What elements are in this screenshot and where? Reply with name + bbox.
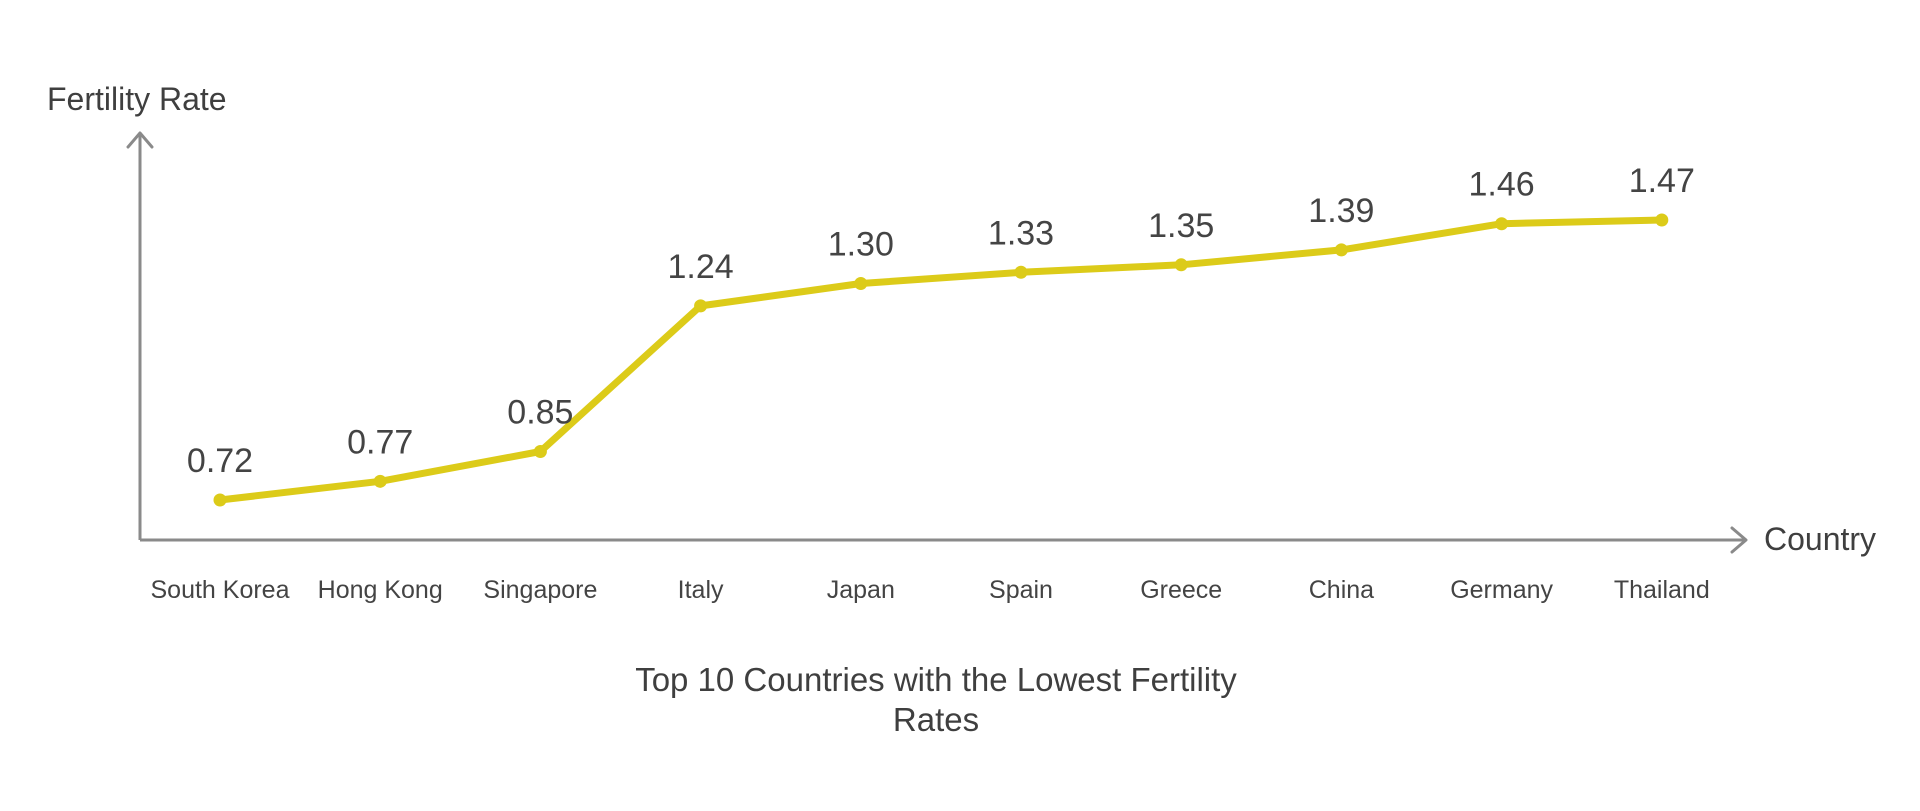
chart-title: Top 10 Countries with the Lowest Fertili… [635, 661, 1237, 738]
data-label: 1.33 [988, 214, 1054, 252]
data-points [213, 213, 1669, 507]
axes [126, 131, 1748, 554]
y-axis-title: Fertility Rate [47, 81, 227, 117]
chart-title-line-1: Top 10 Countries with the Lowest Fertili… [635, 661, 1237, 698]
x-axis-title: Country [1764, 521, 1876, 557]
x-tick-label: Thailand [1614, 576, 1710, 604]
x-tick-label: China [1309, 576, 1374, 604]
x-tick-label: South Korea [151, 576, 290, 604]
data-label: 1.39 [1308, 192, 1374, 230]
data-label: 1.46 [1469, 166, 1535, 204]
data-label: 0.77 [347, 423, 413, 461]
data-label: 1.47 [1629, 162, 1695, 200]
x-tick-label: Spain [989, 576, 1053, 604]
data-point [1495, 217, 1509, 231]
data-label: 0.72 [187, 442, 253, 480]
data-point [213, 493, 227, 507]
x-tick-label: Germany [1450, 576, 1553, 604]
data-point [373, 474, 387, 488]
data-label: 1.35 [1148, 207, 1214, 245]
data-labels: 0.72 0.77 0.85 1.24 1.30 1.33 1.35 1.39 1.46 1.47 [187, 162, 1695, 480]
data-point [1014, 265, 1028, 279]
x-tick-label: Italy [678, 576, 724, 604]
x-tick-label: Greece [1140, 576, 1222, 604]
data-point [533, 444, 547, 458]
data-point [1174, 258, 1188, 272]
data-label: 1.24 [668, 248, 734, 286]
data-label: 0.85 [507, 393, 573, 431]
x-tick-labels: South Korea Hong Kong Singapore Italy Japan S… [151, 576, 1710, 604]
x-tick-label: Japan [827, 576, 895, 604]
data-label: 1.30 [828, 225, 894, 263]
data-point [1655, 213, 1669, 227]
series-group [216, 216, 1666, 504]
chart-title-line-2: Rates [893, 701, 979, 738]
y-axis-arrow [126, 131, 154, 149]
data-point [854, 276, 868, 290]
x-tick-label: Hong Kong [318, 576, 443, 604]
x-axis-arrow [1730, 526, 1748, 554]
x-tick-label: Singapore [483, 576, 597, 604]
series-line [216, 216, 1666, 504]
data-point [1334, 243, 1348, 257]
data-point [694, 299, 708, 313]
